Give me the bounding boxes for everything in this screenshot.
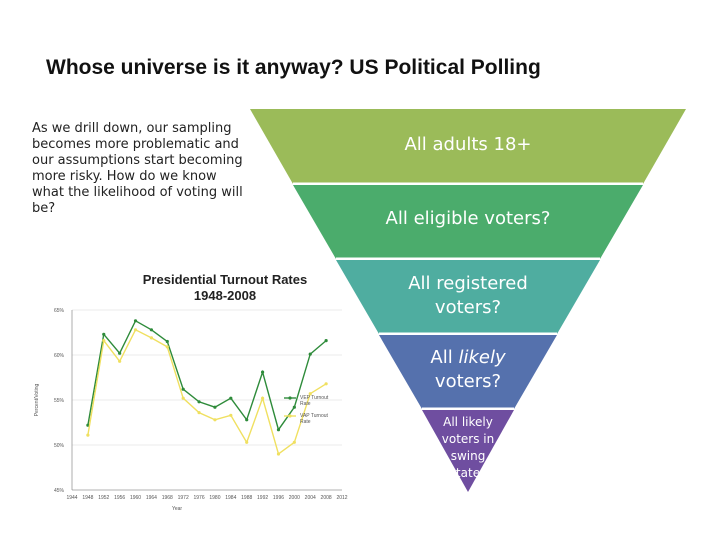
data-point bbox=[102, 332, 106, 336]
x-tick-label: 1956 bbox=[114, 495, 125, 501]
series-line-vep bbox=[87, 319, 327, 432]
data-point bbox=[213, 405, 217, 409]
data-point bbox=[229, 413, 233, 417]
data-point bbox=[86, 423, 90, 427]
y-tick-label: 60% bbox=[54, 353, 65, 359]
data-point bbox=[118, 359, 122, 363]
turnout-chart: 65% 60% 55% 50% 45%1944 1948 1952 1956 1960 1964 1… bbox=[34, 308, 348, 512]
data-point bbox=[292, 405, 296, 409]
data-point bbox=[197, 411, 201, 415]
chart-title: Presidential Turnout Rates bbox=[142, 272, 308, 287]
data-point bbox=[165, 345, 169, 349]
data-point bbox=[213, 418, 217, 422]
chart-title-block: Presidential Turnout Rates 1948-2008 bbox=[120, 272, 330, 304]
legend-marker bbox=[288, 414, 292, 418]
funnel-label-eligible: All eligible voters? bbox=[385, 208, 551, 229]
x-axis-title: Year bbox=[172, 506, 182, 512]
data-point bbox=[165, 339, 169, 344]
funnel-label-adults: All adults 18+ bbox=[404, 134, 532, 155]
legend-label: Rate bbox=[300, 401, 311, 407]
data-point bbox=[149, 328, 154, 332]
y-tick-label: 65% bbox=[54, 308, 65, 314]
data-point bbox=[245, 440, 249, 444]
series-line-vap bbox=[87, 328, 327, 456]
data-point bbox=[260, 370, 265, 374]
data-point bbox=[181, 396, 185, 400]
x-tick-label: 1988 bbox=[241, 495, 252, 501]
data-point bbox=[197, 400, 201, 404]
data-point bbox=[324, 382, 328, 386]
funnel-level-adults bbox=[250, 109, 686, 184]
data-point bbox=[292, 440, 296, 444]
x-tick-label: 1948 bbox=[82, 495, 93, 501]
funnel-level-likely bbox=[379, 335, 557, 409]
data-point bbox=[276, 428, 281, 432]
data-point bbox=[324, 339, 328, 343]
y-tick-label: 45% bbox=[54, 488, 65, 494]
slide-title: Whose universe is it anyway? US Politica… bbox=[46, 56, 541, 79]
data-point bbox=[245, 418, 249, 422]
legend-label: Rate bbox=[300, 419, 311, 425]
data-point bbox=[118, 351, 122, 355]
slide-body-text: As we drill down, our sampling becomes m… bbox=[32, 121, 243, 216]
data-point bbox=[308, 392, 312, 396]
y-tick-label: 50% bbox=[54, 443, 65, 449]
data-point bbox=[308, 352, 312, 356]
x-tick-label: 2012 bbox=[336, 495, 347, 501]
x-tick-label: 1952 bbox=[98, 495, 109, 501]
funnel-label-swing: All likely voters in swing states bbox=[441, 415, 495, 480]
y-tick-label: 55% bbox=[54, 398, 65, 404]
funnel-level-eligible bbox=[293, 185, 643, 259]
x-tick-label: 2008 bbox=[321, 495, 332, 501]
x-tick-label: 1960 bbox=[130, 495, 141, 501]
x-tick-label: 1984 bbox=[225, 495, 236, 501]
x-tick-label: 1968 bbox=[162, 495, 173, 501]
x-tick-label: 2000 bbox=[289, 495, 300, 501]
legend-marker bbox=[288, 396, 292, 400]
chart-subtitle: 1948-2008 bbox=[193, 288, 257, 303]
funnel-level-swing bbox=[422, 410, 514, 492]
data-point bbox=[260, 396, 265, 400]
x-tick-label: 1996 bbox=[273, 495, 284, 501]
funnel-label-registered: All registered voters? bbox=[408, 273, 528, 318]
likely-label-em: likely bbox=[458, 347, 506, 368]
legend-label: VAP Turnout bbox=[300, 413, 328, 419]
x-tick-label: 1944 bbox=[66, 495, 77, 501]
funnel-level-registered bbox=[336, 260, 600, 334]
data-point bbox=[181, 387, 185, 391]
data-point bbox=[102, 339, 106, 343]
data-point bbox=[276, 452, 281, 456]
data-point bbox=[133, 328, 138, 332]
likely-label-pre: All bbox=[430, 347, 459, 368]
x-tick-label: 1980 bbox=[209, 495, 220, 501]
data-point bbox=[229, 396, 233, 400]
x-tick-label: 1976 bbox=[193, 495, 204, 501]
data-point bbox=[149, 336, 154, 340]
legend-label: VEP Turnout bbox=[300, 395, 329, 401]
funnel-label-likely: All likely voters? bbox=[412, 346, 524, 394]
y-axis-title: Percent/Voting bbox=[34, 384, 40, 417]
likely-label-post: voters? bbox=[434, 371, 502, 392]
x-tick-label: 1964 bbox=[146, 495, 157, 501]
x-tick-label: 1972 bbox=[178, 495, 189, 501]
x-tick-label: 2004 bbox=[305, 495, 316, 501]
data-point bbox=[133, 319, 138, 323]
x-tick-label: 1992 bbox=[257, 495, 268, 501]
data-point bbox=[86, 433, 90, 437]
